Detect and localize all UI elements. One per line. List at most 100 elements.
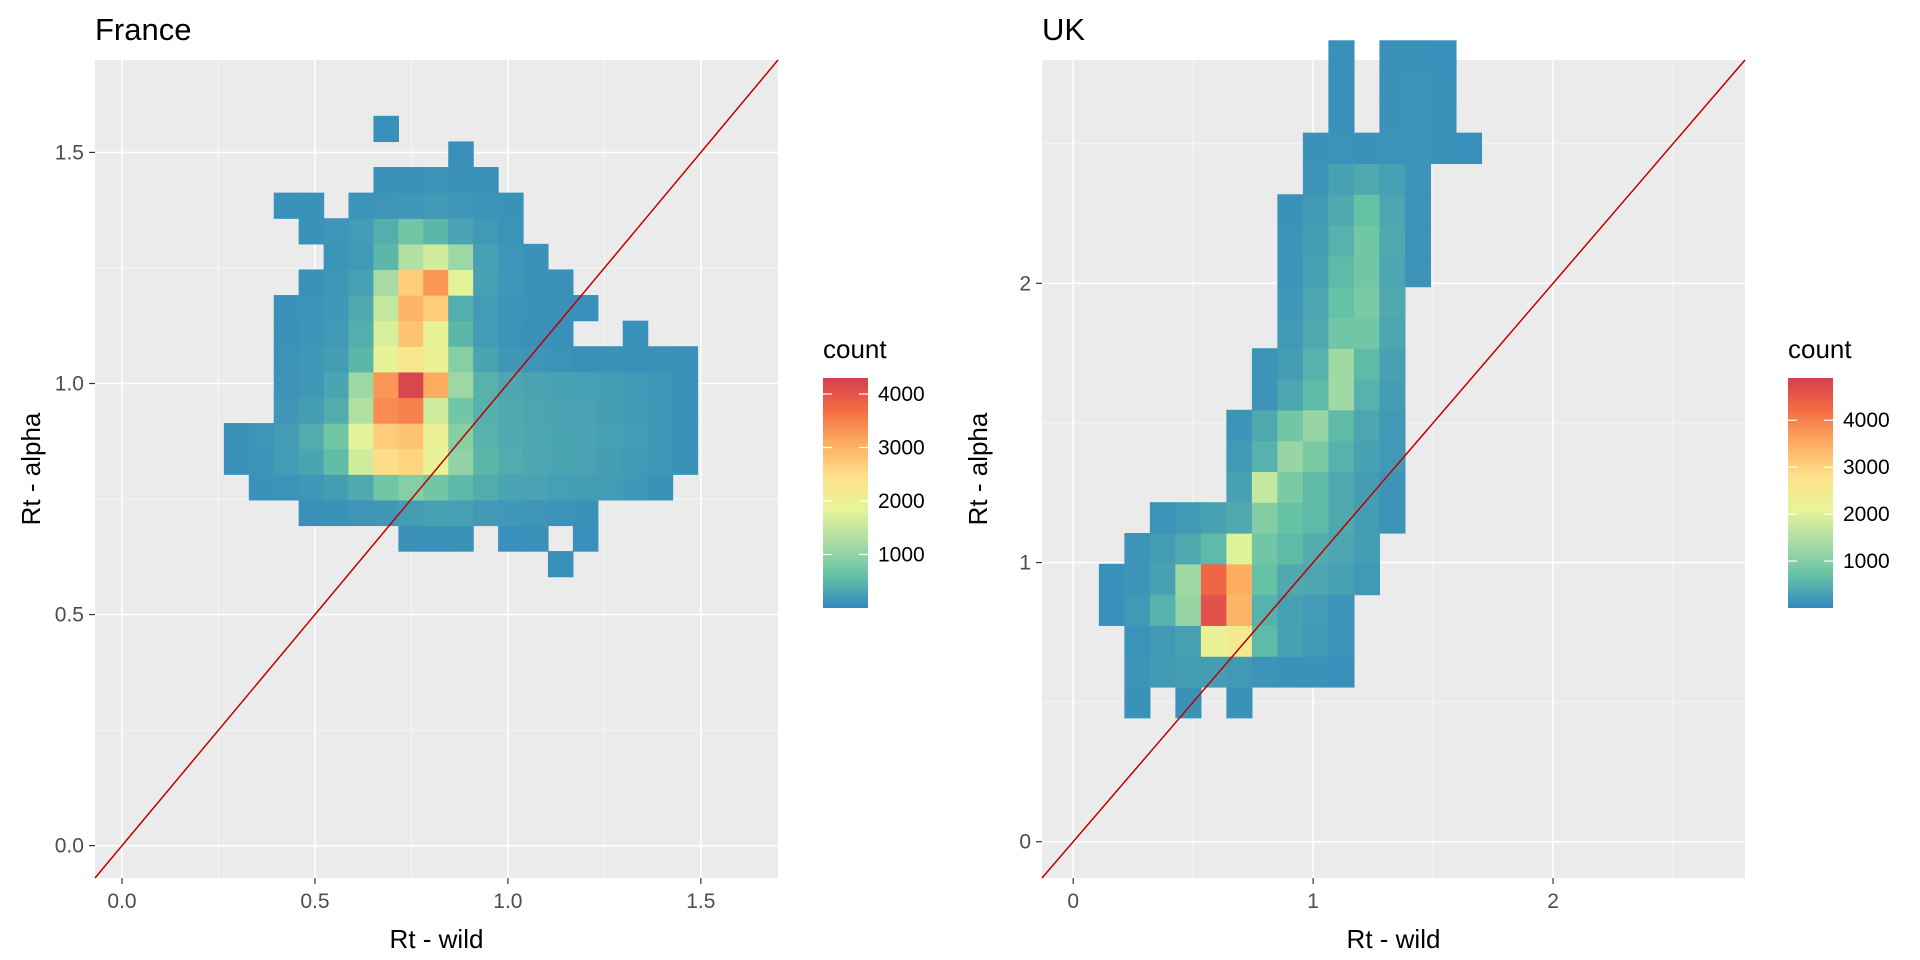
heatmap-bin: [473, 448, 499, 475]
heatmap-bin: [498, 346, 524, 373]
legend-title: count: [823, 334, 887, 364]
heatmap-bin: [1353, 132, 1381, 165]
legend-label: 2000: [878, 490, 925, 513]
heatmap-bin: [1353, 532, 1381, 565]
heatmap-bin: [523, 423, 549, 450]
heatmap-bin: [1175, 563, 1202, 596]
heatmap-bin: [1328, 440, 1355, 473]
heatmap-bin: [1149, 532, 1176, 565]
heatmap-bin: [498, 423, 524, 450]
legend: count 1000 2000 3000 4000: [823, 334, 925, 608]
heatmap-bin: [1404, 225, 1432, 257]
heatmap-bin: [298, 295, 325, 322]
heatmap-bin: [448, 295, 474, 322]
legend-label: 4000: [878, 383, 925, 406]
heatmap-bin: [1277, 502, 1304, 534]
heatmap-bin: [348, 243, 375, 271]
heatmap-bin: [1124, 563, 1151, 596]
x-tick-label: 0.5: [300, 890, 329, 913]
heatmap-bin: [398, 243, 424, 271]
heatmap-bin: [1251, 502, 1278, 534]
heatmap-bin: [1430, 101, 1457, 134]
heatmap-bin: [1251, 440, 1278, 473]
heatmap-bin: [1175, 656, 1202, 688]
heatmap-bin: [498, 320, 524, 347]
heatmap-bin: [273, 371, 300, 399]
heatmap-bin: [1353, 194, 1381, 226]
heatmap-bin: [348, 269, 375, 296]
heatmap-bin: [373, 218, 399, 245]
heatmap-bin: [423, 320, 449, 347]
heatmap-bin: [323, 499, 350, 527]
panel-france: 0.0 0.5 1.0 1.5 0.0 0.5 1.0 1.5 France Rt - wild R…: [16, 12, 925, 954]
heatmap-bin: [423, 371, 449, 399]
heatmap-bin: [1200, 563, 1227, 596]
heatmap-bin: [1353, 379, 1381, 411]
heatmap-bin: [1302, 625, 1330, 657]
legend-colorbar: [1788, 378, 1833, 608]
heatmap-bin: [473, 320, 499, 347]
heatmap-bin: [547, 474, 574, 501]
heatmap-bin: [622, 474, 649, 501]
heatmap-bin: [672, 346, 699, 373]
x-axis-title: Rt - wild: [1347, 924, 1441, 954]
heatmap-bin: [672, 423, 699, 450]
heatmap-bin: [523, 269, 549, 296]
heatmap-bin: [498, 525, 524, 552]
heatmap-bin: [423, 218, 449, 245]
heatmap-bin: [373, 269, 399, 296]
heatmap-bin: [473, 269, 499, 296]
heatmap-bin: [1379, 71, 1406, 103]
heatmap-bin: [1124, 686, 1151, 719]
heatmap-bin: [298, 397, 325, 424]
panel-uk: 0 1 2 0 1 2 UK Rt - wild Rt - alpha count 1000 2000…: [963, 12, 1890, 954]
heatmap-bin: [1226, 502, 1253, 534]
heatmap-bin: [1328, 409, 1355, 442]
heatmap-bin: [398, 499, 424, 527]
heatmap-bin: [1175, 594, 1202, 626]
heatmap-bin: [273, 346, 300, 373]
heatmap-bin: [1328, 656, 1355, 688]
heatmap-bin: [1277, 471, 1304, 503]
heatmap-bin: [572, 525, 599, 552]
heatmap-bin: [498, 243, 524, 271]
heatmap-bin: [448, 346, 474, 373]
heatmap-bin: [1200, 532, 1227, 565]
heatmap-bin: [423, 448, 449, 475]
heatmap-bin: [1353, 255, 1381, 288]
heatmap-bin: [597, 397, 624, 424]
heatmap-bin: [1175, 502, 1202, 534]
heatmap-bin: [1302, 379, 1330, 411]
heatmap-bin: [1328, 194, 1355, 226]
heatmap-bin: [1149, 656, 1176, 688]
heatmap-bin: [1328, 132, 1355, 165]
heatmap-bin: [1226, 625, 1253, 657]
heatmap-bin: [597, 474, 624, 501]
heatmap-bin: [1302, 225, 1330, 257]
heatmap-bin: [647, 397, 674, 424]
heatmap-bin: [248, 448, 275, 475]
heatmap-bin: [323, 243, 350, 271]
y-tick-label: 1.5: [55, 141, 84, 164]
heatmap-bin: [348, 346, 375, 373]
heatmap-bin: [597, 423, 624, 450]
heatmap-bin: [498, 269, 524, 296]
heatmap-bin: [647, 346, 674, 373]
y-tick-label: 0.5: [55, 604, 84, 627]
heatmap-bin: [523, 474, 549, 501]
heatmap-bin: [547, 551, 574, 578]
heatmap-bin: [398, 474, 424, 501]
heatmap-bin: [1149, 625, 1176, 657]
heatmap-bin: [273, 295, 300, 322]
heatmap-bin: [647, 474, 674, 501]
heatmap-bin: [1277, 563, 1304, 596]
heatmap-bin: [423, 192, 449, 219]
heatmap-bin: [348, 295, 375, 322]
heatmap-bin: [348, 397, 375, 424]
y-tick-label: 0.0: [55, 835, 84, 858]
heatmap-bin: [1302, 656, 1330, 688]
y-tick-label: 1: [1019, 552, 1031, 575]
heatmap-bin: [273, 320, 300, 347]
heatmap-bin: [1124, 656, 1151, 688]
